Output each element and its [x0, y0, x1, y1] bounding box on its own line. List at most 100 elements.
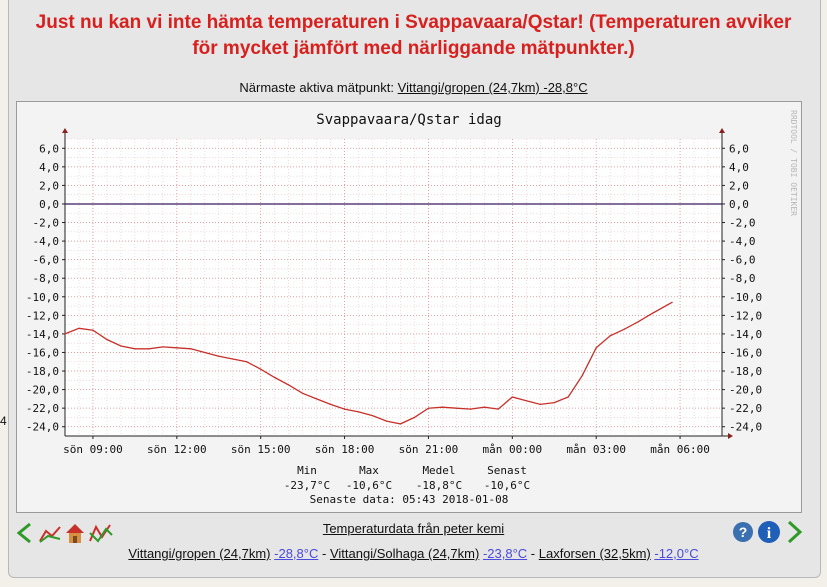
- svg-text:?: ?: [739, 524, 748, 540]
- y-tick-label-left: -14,0: [26, 328, 59, 341]
- y-tick-label-right: -24,0: [729, 421, 762, 434]
- y-tick-label-left: 6,0: [39, 142, 59, 155]
- series-line: [64, 301, 673, 425]
- data-point: [106, 338, 108, 341]
- data-point: [64, 333, 66, 335]
- data-point: [134, 348, 136, 350]
- y-tick-label-left: -4,0: [33, 235, 60, 248]
- y-tick-label-right: -2,0: [729, 217, 756, 230]
- warning-message: Just nu kan vi inte hämta temperaturen i…: [8, 10, 819, 62]
- data-source: Temperaturdata från peter kemi: [8, 521, 819, 536]
- data-point: [176, 347, 178, 349]
- arrow-left-icon[interactable]: [16, 522, 31, 544]
- y-tick-label-left: -24,0: [26, 421, 59, 434]
- x-tick-label: sön 09:00: [63, 443, 123, 456]
- stat-value: -10,6°C: [484, 479, 530, 492]
- station-1-name[interactable]: Vittangi/Solhaga (24,7km): [329, 546, 480, 561]
- data-point: [455, 407, 458, 409]
- x-tick-label: mån 03:00: [566, 443, 626, 456]
- y-tick-label-right: -4,0: [729, 235, 756, 248]
- y-tick-label-left: -12,0: [26, 309, 59, 322]
- station-separator: -: [321, 546, 327, 561]
- x-tick-label: mån 00:00: [483, 443, 543, 456]
- y-tick-label-left: 2,0: [39, 179, 59, 192]
- stat-label: Max: [359, 464, 379, 477]
- y-tick-label-right: -16,0: [729, 346, 762, 359]
- data-point: [343, 408, 346, 410]
- data-point: [553, 401, 555, 404]
- data-point: [609, 335, 611, 337]
- y-tick-label-left: 0,0: [39, 198, 59, 211]
- temperature-chart: 6,0 6,0 4,0 4,0 2,0 2,0 0,0 0,0 -2,0 -2,0 -4,0 -4,0…: [16, 101, 802, 513]
- data-point: [218, 355, 220, 357]
- y-tick-label-right: -10,0: [729, 291, 762, 304]
- senaste-data: Senaste data: 05:43 2018-01-08: [310, 493, 509, 506]
- y-tick-label-right: -8,0: [729, 272, 756, 285]
- station-0-name[interactable]: Vittangi/gropen (24,7km): [128, 546, 271, 561]
- data-point: [78, 327, 80, 329]
- y-tick-label-left: -8,0: [33, 272, 60, 285]
- data-point: [162, 346, 164, 348]
- station-0-temp[interactable]: -28,8°C: [274, 546, 319, 561]
- y-tick-label-right: 4,0: [729, 161, 749, 174]
- help-icon[interactable]: ?: [733, 522, 753, 542]
- source-link[interactable]: Temperaturdata från peter kemi: [322, 521, 505, 536]
- data-point: [274, 376, 276, 379]
- svg-text:i: i: [767, 525, 772, 542]
- arrow-right-icon[interactable]: [787, 520, 803, 544]
- stat-value: -10,6°C: [346, 479, 392, 492]
- chart-svg: 6,0 6,0 4,0 4,0 2,0 2,0 0,0 0,0 -2,0 -2,0 -4,0 -4,0…: [26, 110, 798, 506]
- y-tick-label-right: -18,0: [729, 365, 762, 378]
- data-point: [441, 406, 444, 408]
- info-icon[interactable]: i: [758, 521, 780, 543]
- stat-label: Medel: [422, 464, 455, 477]
- data-point: [497, 408, 499, 410]
- y-tick-label-right: 6,0: [729, 142, 749, 155]
- stat-label: Min: [297, 464, 317, 477]
- station-2-temp[interactable]: -12,0°C: [654, 546, 699, 561]
- y-tick-label-left: -20,0: [26, 384, 59, 397]
- nearest-station-link[interactable]: Vittangi/gropen (24,7km) -28,8°C: [397, 80, 588, 95]
- y-tick-label-right: 2,0: [729, 179, 749, 192]
- data-point: [316, 398, 318, 400]
- data-point: [539, 403, 541, 406]
- nav-right-icons: ? i: [731, 519, 809, 545]
- data-point: [120, 345, 122, 347]
- data-point: [469, 408, 471, 410]
- x-tick-label: sön 15:00: [231, 443, 291, 456]
- home-icon[interactable]: [66, 524, 84, 543]
- x-axis-arrow: [728, 433, 733, 439]
- y-tick-label-left: 4,0: [39, 161, 59, 174]
- stat-value: -18,8°C: [416, 479, 462, 492]
- station-1-temp[interactable]: -23,8°C: [482, 546, 528, 561]
- data-point: [288, 384, 290, 386]
- y-axis-arrow: [62, 128, 68, 133]
- data-point: [651, 312, 653, 315]
- y-tick-label-left: -22,0: [26, 402, 59, 415]
- data-point: [357, 411, 360, 413]
- x-tick-label: mån 06:00: [650, 443, 710, 456]
- data-point: [399, 423, 402, 425]
- station-2-name[interactable]: Laxforsen (32,5km): [538, 546, 651, 561]
- data-point: [595, 347, 597, 349]
- data-point: [671, 301, 673, 303]
- multi-graph-icon[interactable]: [89, 524, 113, 543]
- warning-line-2: för mycket jämfört med närliggande mätpu…: [192, 38, 635, 59]
- data-point: [511, 396, 513, 398]
- y-tick-label-left: -16,0: [26, 346, 59, 359]
- y-tick-label-left: -10,0: [26, 291, 59, 304]
- y-tick-label-left: -18,0: [26, 365, 59, 378]
- x-tick-label: sön 21:00: [399, 443, 459, 456]
- y-tick-label-right: -14,0: [729, 328, 762, 341]
- y-tick-label-right: -20,0: [729, 384, 762, 397]
- data-point: [302, 392, 304, 394]
- data-point: [329, 403, 332, 406]
- station-separator: -: [530, 546, 536, 561]
- stat-label: Senast: [487, 464, 527, 477]
- x-tick-label: sön 18:00: [315, 443, 375, 456]
- nav-left-icons: [14, 521, 124, 545]
- graph-icon[interactable]: [39, 526, 61, 543]
- warning-line-1: Just nu kan vi inte hämta temperaturen i…: [35, 12, 792, 33]
- data-point: [623, 328, 625, 330]
- data-point: [525, 400, 527, 402]
